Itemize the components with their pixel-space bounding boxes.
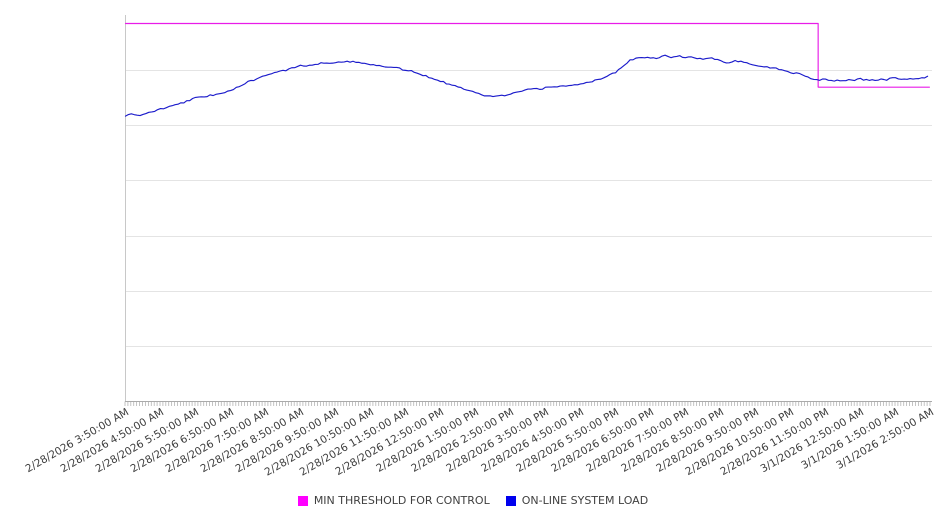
legend-item-on-line-system-load[interactable]: ON-LINE SYSTEM LOAD (505, 494, 649, 507)
chart-legend: MIN THRESHOLD FOR CONTROL ON-LINE SYSTEM … (0, 494, 946, 507)
load-chart: 2/28/2026 3:50:00 AM 2/28/2026 4:50:00 AM… (23, 15, 936, 479)
legend-label: MIN THRESHOLD FOR CONTROL (313, 494, 490, 507)
legend-swatch-icon (297, 495, 308, 506)
legend-item-min-threshold-for-control[interactable]: MIN THRESHOLD FOR CONTROL (297, 494, 490, 507)
legend-label: ON-LINE SYSTEM LOAD (521, 494, 649, 507)
series-line-system-load (124, 54, 929, 117)
chart-canvas: 2/28/2026 3:50:00 AM2/28/2026 4:50:00 AM… (23, 15, 936, 479)
series-line-min-threshold (124, 22, 931, 88)
legend-swatch-icon (505, 495, 516, 506)
